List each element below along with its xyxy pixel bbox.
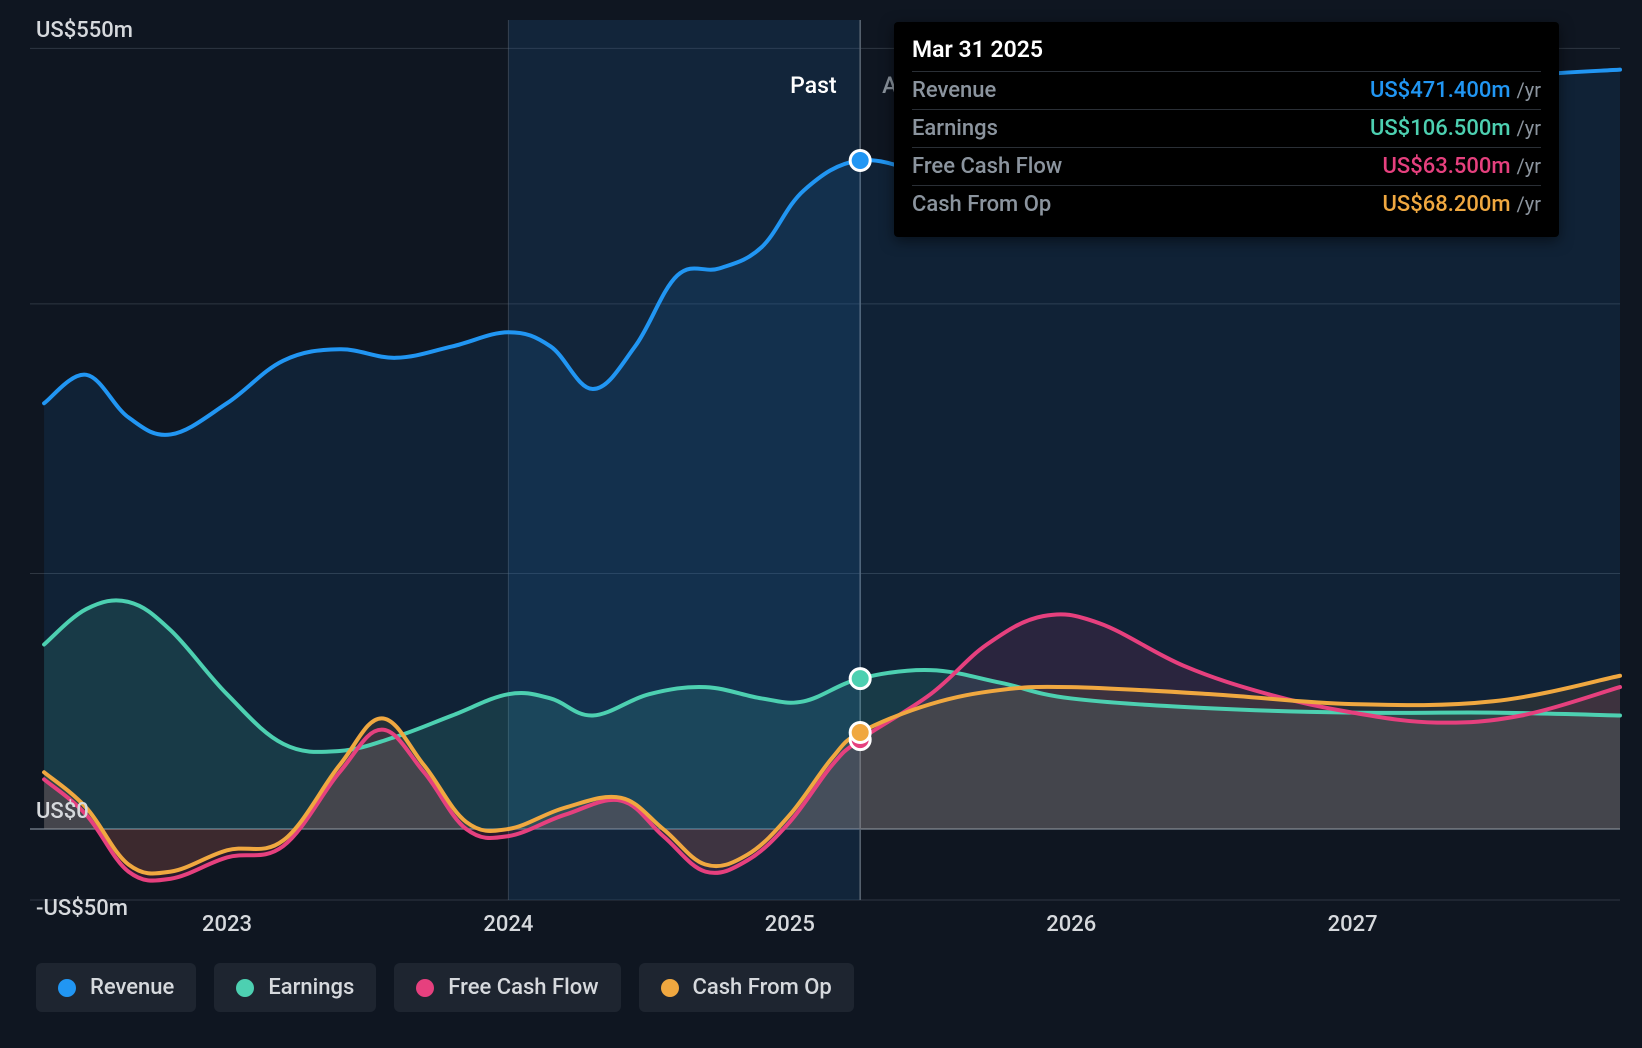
tooltip-metric-name: Free Cash Flow [912, 154, 1062, 179]
x-axis-label: 2023 [202, 912, 252, 937]
y-axis-label: US$0 [36, 799, 89, 824]
legend-item-earnings[interactable]: Earnings [214, 963, 376, 1012]
tooltip-row: Revenue US$471.400m/yr [912, 71, 1541, 109]
tooltip-metric-value: US$106.500m [1370, 116, 1511, 141]
legend-item-revenue[interactable]: Revenue [36, 963, 196, 1012]
legend-label: Free Cash Flow [448, 975, 598, 1000]
past-label: Past [790, 72, 836, 99]
y-axis-label: -US$50m [36, 896, 128, 921]
tooltip-metric-unit: /yr [1517, 154, 1542, 178]
tooltip-metric-name: Cash From Op [912, 192, 1051, 217]
legend-dot-icon [661, 979, 679, 997]
tooltip-metric-name: Earnings [912, 116, 998, 141]
financial-chart[interactable]: US$550mUS$0-US$50m 20232024202520262027 … [0, 0, 1642, 1048]
tooltip-metric-unit: /yr [1517, 116, 1542, 140]
tooltip-metric-value: US$68.200m [1382, 192, 1510, 217]
tooltip-metric-unit: /yr [1517, 78, 1542, 102]
legend-dot-icon [236, 979, 254, 997]
legend-label: Earnings [268, 975, 354, 1000]
legend-item-fcf[interactable]: Free Cash Flow [394, 963, 620, 1012]
x-axis-label: 2027 [1328, 912, 1378, 937]
y-axis-label: US$550m [36, 18, 133, 43]
legend-label: Cash From Op [693, 975, 832, 1000]
tooltip-metric-unit: /yr [1517, 192, 1542, 216]
legend-item-cfo[interactable]: Cash From Op [639, 963, 854, 1012]
tooltip-row: Free Cash Flow US$63.500m/yr [912, 147, 1541, 185]
legend-dot-icon [58, 979, 76, 997]
x-axis-label: 2025 [765, 912, 815, 937]
x-axis-label: 2026 [1046, 912, 1096, 937]
tooltip-metric-value: US$63.500m [1382, 154, 1510, 179]
tooltip-row: Cash From Op US$68.200m/yr [912, 185, 1541, 223]
tooltip-metric-value: US$471.400m [1370, 78, 1511, 103]
legend-label: Revenue [90, 975, 174, 1000]
legend-dot-icon [416, 979, 434, 997]
tooltip-row: Earnings US$106.500m/yr [912, 109, 1541, 147]
x-axis-label: 2024 [483, 912, 533, 937]
tooltip-metric-name: Revenue [912, 78, 996, 103]
chart-legend: Revenue Earnings Free Cash Flow Cash From O… [36, 963, 854, 1012]
tooltip-date: Mar 31 2025 [912, 36, 1541, 71]
hover-tooltip: Mar 31 2025 RevenueUS$471.400m/yrEarning… [894, 22, 1559, 237]
